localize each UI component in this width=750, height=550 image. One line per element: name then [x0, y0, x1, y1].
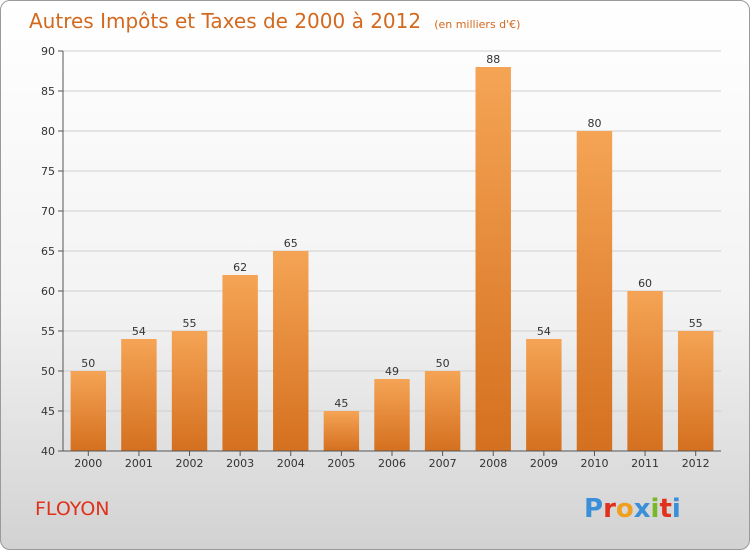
bar-value-label: 50	[436, 357, 450, 370]
bar-value-label: 54	[537, 325, 551, 338]
x-tick-label: 2003	[226, 457, 254, 470]
bar	[70, 371, 107, 451]
bar-value-label: 65	[284, 237, 298, 250]
bar-value-label: 55	[183, 317, 197, 330]
logo-letter: x	[634, 494, 651, 524]
chart-title-unit: (en milliers d'€)	[434, 18, 520, 31]
grid-lines	[63, 50, 721, 412]
bar	[576, 131, 613, 451]
y-tick-label: 55	[41, 325, 55, 338]
x-tick-label: 2005	[327, 457, 355, 470]
bar-value-label: 49	[385, 365, 399, 378]
y-tick-label: 90	[41, 45, 55, 58]
logo-letter: P	[584, 494, 603, 524]
bar-value-label: 50	[81, 357, 95, 370]
logo-letter: t	[659, 494, 671, 524]
logo-letter: i	[651, 494, 660, 524]
bar-value-label: 60	[638, 277, 652, 290]
y-tick-label: 40	[41, 445, 55, 458]
bar-value-label: 54	[132, 325, 146, 338]
logo-letter: i	[672, 494, 681, 524]
chart-title: Autres Impôts et Taxes de 2000 à 2012 (e…	[29, 9, 520, 33]
proxiti-logo: Proxiti	[584, 494, 681, 524]
bar-value-label: 55	[689, 317, 703, 330]
bar	[121, 339, 157, 451]
y-tick-label: 80	[41, 125, 55, 138]
bar-value-label: 45	[334, 397, 348, 410]
x-tick-label: 2006	[378, 457, 406, 470]
bar	[222, 275, 258, 451]
x-tick-label: 2012	[682, 457, 710, 470]
x-tick-label: 2011	[631, 457, 659, 470]
axes: 40 45 50 55 60 65 70 75 80 85 90 2000 2001 2002 2003 20…	[41, 45, 721, 470]
x-tick-label: 2001	[125, 457, 153, 470]
bar	[374, 379, 410, 451]
y-tick-label: 50	[41, 365, 55, 378]
x-tick-label: 2010	[580, 457, 608, 470]
x-tick-label: 2008	[479, 457, 507, 470]
x-tick-label: 2004	[277, 457, 305, 470]
y-tick-label: 45	[41, 405, 55, 418]
bar	[677, 331, 714, 451]
bars: 50 54 55 62 65 45 49 50 88 54 80 60 55	[70, 53, 714, 451]
y-tick-label: 75	[41, 165, 55, 178]
y-tick-label: 85	[41, 85, 55, 98]
x-tick-label: 2000	[74, 457, 102, 470]
bar-value-label: 88	[486, 53, 500, 66]
bar	[273, 251, 309, 451]
chart-title-main: Autres Impôts et Taxes de 2000 à 2012	[29, 9, 421, 33]
bar	[627, 291, 663, 451]
x-tick-label: 2007	[429, 457, 457, 470]
bar-value-label: 62	[233, 261, 247, 274]
y-tick-label: 70	[41, 205, 55, 218]
bar-value-label: 80	[587, 117, 601, 130]
bar	[171, 331, 208, 451]
bar	[323, 411, 360, 451]
x-tick-label: 2009	[530, 457, 558, 470]
bar	[526, 339, 562, 451]
logo-letter: r	[603, 494, 616, 524]
commune-name: FLOYON	[35, 498, 110, 520]
logo-letter: o	[616, 494, 634, 524]
y-tick-label: 65	[41, 245, 55, 258]
x-tick-label: 2002	[176, 457, 204, 470]
bar	[475, 67, 511, 451]
bar	[424, 371, 461, 451]
y-tick-label: 60	[41, 285, 55, 298]
